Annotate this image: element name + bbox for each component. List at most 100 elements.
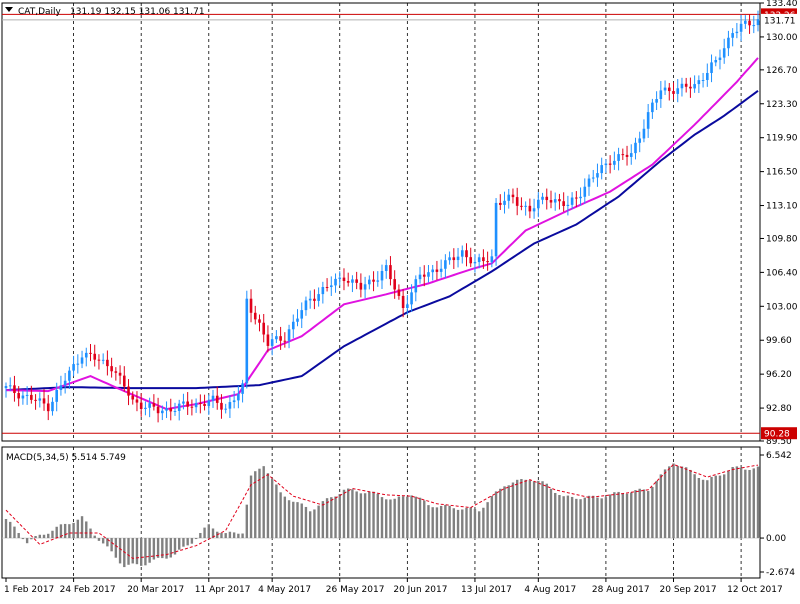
candle-body [338, 277, 342, 279]
macd-bar [596, 497, 599, 539]
macd-bar [34, 535, 37, 539]
chevron-down-icon [5, 7, 13, 12]
candle-body [465, 250, 468, 258]
macd-bar [144, 538, 147, 566]
macd-bar [9, 521, 12, 539]
macd-bar [630, 492, 633, 539]
candle-body [727, 37, 730, 49]
candle-body [253, 312, 257, 320]
macd-bar [275, 484, 278, 539]
candle-body [317, 294, 320, 301]
macd-bar [397, 496, 401, 539]
macd-bar [503, 486, 506, 539]
candle-body [376, 280, 380, 282]
macd-bar [178, 538, 181, 550]
macd-bar [579, 499, 582, 539]
candle-body [97, 359, 101, 361]
macd-bar [385, 499, 388, 539]
macd-bar [444, 504, 447, 539]
macd-bar [592, 495, 595, 539]
candle-body [401, 295, 405, 309]
candle-body [127, 386, 130, 396]
macd-bar [621, 493, 625, 539]
macd-bar [241, 533, 244, 539]
macd-bar [42, 534, 46, 539]
x-tick-label: 4 May 2017 [258, 585, 311, 595]
candle-body [528, 205, 532, 212]
macd-bar [321, 501, 325, 539]
macd-bar [287, 500, 291, 539]
ohlc-readout: 131.19 132.15 131.06 131.71 [70, 7, 205, 17]
y-tick-label: 133.40 [766, 0, 798, 9]
candle-body [161, 410, 164, 414]
macd-bar [68, 524, 71, 539]
y-tick-label: 103.00 [766, 302, 798, 312]
candle-body [473, 262, 477, 264]
candle-body [368, 279, 371, 285]
y-tick-label: 116.50 [766, 168, 798, 178]
candle-body [684, 83, 688, 87]
candle-body [617, 154, 620, 161]
price-panel-frame [1, 2, 761, 442]
candle-body [596, 173, 599, 178]
macd-bar [532, 481, 536, 539]
candle-body [359, 282, 363, 290]
macd-bar [714, 475, 717, 539]
macd-bar [718, 475, 722, 539]
macd-bar [47, 533, 50, 539]
macd-bar [283, 496, 287, 539]
y-tick-label: 99.60 [766, 336, 792, 346]
candle-body [118, 372, 122, 376]
candle-body [748, 20, 751, 26]
macd-bar [735, 466, 739, 539]
macd-bar [541, 481, 544, 539]
macd-bar [338, 494, 341, 539]
macd-bar [148, 538, 151, 563]
x-tick-label: 20 Sep 2017 [660, 585, 717, 595]
macd-bar [308, 511, 312, 539]
candle-body [646, 112, 650, 129]
candle-body [169, 408, 173, 412]
candle-body [106, 359, 109, 367]
macd-bar [156, 538, 160, 558]
candle-body [469, 257, 473, 264]
candle-body [460, 250, 464, 257]
macd-bar [380, 497, 384, 539]
macd-bar [317, 505, 320, 539]
macd-bar [439, 505, 443, 539]
macd-bar [152, 538, 156, 560]
x-tick-label: 26 May 2017 [326, 585, 385, 595]
candle-body [270, 339, 274, 346]
candle-body [608, 163, 612, 165]
macd-bar [431, 507, 434, 539]
chart-header: CAT,Daily [18, 7, 62, 17]
macd-bar [706, 480, 709, 539]
candle-body [110, 366, 113, 372]
candle-body [722, 48, 726, 58]
macd-bar [570, 496, 574, 539]
candle-body [570, 197, 574, 205]
candle-body [448, 257, 451, 261]
candle-body [275, 336, 278, 340]
macd-bar [642, 489, 646, 539]
candle-body [503, 200, 506, 205]
candle-body [215, 395, 219, 403]
x-tick-label: 1 Feb 2017 [4, 585, 54, 595]
macd-bar [477, 511, 481, 539]
x-tick-label: 11 Apr 2017 [195, 585, 251, 595]
candle-body [389, 265, 392, 280]
macd-bar [118, 538, 122, 564]
macd-bar [693, 474, 696, 539]
candle-body [545, 196, 549, 201]
candle-body [714, 60, 718, 63]
candle-body [697, 80, 701, 85]
candle-body [439, 268, 443, 272]
macd-bar [689, 469, 692, 539]
macd-bar [224, 533, 227, 539]
macd-bar [515, 479, 519, 539]
candle-body [199, 402, 202, 404]
macd-bar [739, 467, 743, 539]
candle-body [190, 406, 194, 408]
